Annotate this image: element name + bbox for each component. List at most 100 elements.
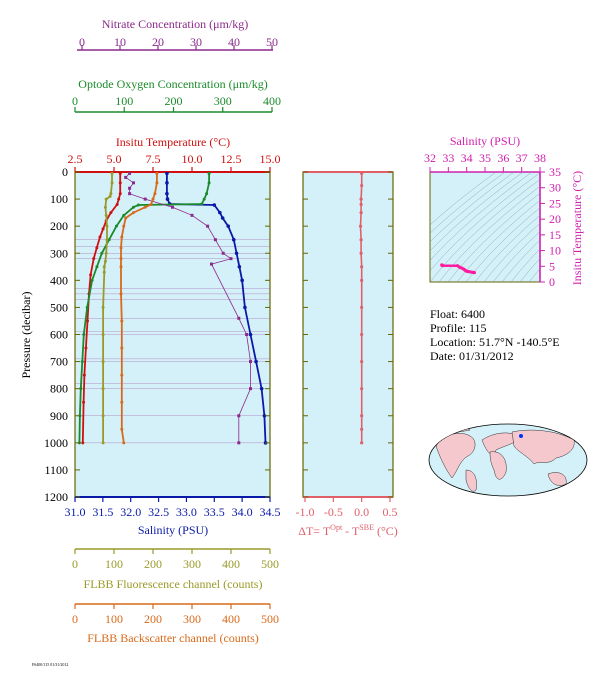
oxygen-series-point bbox=[207, 172, 211, 175]
backscatter-series-point bbox=[153, 192, 157, 196]
fluorescence-series-point bbox=[101, 387, 105, 391]
pressure-tick-label: 1200 bbox=[44, 490, 68, 504]
pressure-tick-label: 1000 bbox=[44, 436, 68, 450]
salinity-series-point bbox=[218, 210, 222, 215]
dt-point bbox=[359, 202, 363, 207]
fluorescence-tick-label: 200 bbox=[144, 557, 162, 571]
ts-sal-tick-label: 34 bbox=[461, 151, 473, 165]
nitrate-series-point bbox=[213, 238, 217, 242]
backscatter-tick-label: 0 bbox=[72, 612, 78, 626]
ts-temp-tick-label: 10 bbox=[549, 244, 561, 258]
oxygen-series-point bbox=[202, 197, 206, 201]
ts-temp-tick-label: 15 bbox=[549, 228, 561, 242]
nitrate-series-point bbox=[245, 333, 249, 336]
ts-temp-tick-label: 5 bbox=[549, 259, 555, 273]
nitrate-series-point bbox=[206, 224, 210, 228]
ts-diagram: Salinity (PSU) 32 33 34 35 36 37 38 0 510 15 20 25… bbox=[424, 134, 584, 289]
pressure-tick-label: 100 bbox=[50, 192, 68, 206]
oxygen-tick-label: 400 bbox=[263, 94, 281, 108]
ts-temp-tick-label: 35 bbox=[549, 165, 561, 179]
backscatter-series-point bbox=[149, 203, 153, 206]
nitrate-series-point bbox=[210, 262, 213, 266]
pressure-tick-label: 200 bbox=[50, 219, 68, 233]
temperature-series-point bbox=[98, 235, 102, 239]
fluorescence-tick-label: 0 bbox=[72, 557, 78, 571]
fluorescence-series-point bbox=[103, 205, 107, 209]
info-profile: Profile: 115 bbox=[430, 321, 487, 335]
oxygen-series-point bbox=[114, 224, 118, 228]
salinity-series-point bbox=[165, 191, 169, 196]
oxygen-series-point bbox=[205, 192, 209, 196]
temperature-series-point bbox=[89, 273, 93, 277]
pressure-tick-label: 900 bbox=[50, 409, 68, 423]
pressure-axis-label: Pressure (decibar) bbox=[19, 292, 33, 379]
ts-temp-tick-label: 20 bbox=[549, 212, 561, 226]
ts-salinity-label: Salinity (PSU) bbox=[450, 134, 520, 148]
temperature-series-point bbox=[95, 246, 99, 250]
oxygen-series-point bbox=[80, 360, 84, 364]
pressure-tick-label: 1100 bbox=[44, 463, 68, 477]
oxygen-tick-label: 0 bbox=[72, 94, 78, 108]
dt-point bbox=[360, 278, 364, 282]
oxygen-series-point bbox=[132, 205, 135, 209]
nitrate-series-point bbox=[143, 197, 147, 201]
backscatter-series-point bbox=[122, 224, 126, 228]
nitrate-series-point bbox=[249, 360, 252, 364]
salinity-tick-label: 31.0 bbox=[65, 505, 86, 519]
ts-sal-tick-label: 38 bbox=[534, 151, 546, 165]
nitrate-series-point bbox=[221, 251, 225, 255]
salinity-tick-label: 34.0 bbox=[232, 505, 253, 519]
info-date: Date: 01/31/2012 bbox=[430, 349, 514, 363]
ts-density-contour bbox=[483, 222, 540, 282]
salinity-tick-label: 34.5 bbox=[260, 505, 281, 519]
ts-point bbox=[472, 270, 476, 275]
ts-density-contour bbox=[430, 172, 524, 252]
dt-point bbox=[360, 441, 364, 445]
nitrate-tick-label: 10 bbox=[114, 35, 126, 49]
fluorescence-tick-label: 400 bbox=[222, 557, 240, 571]
fluorescence-axis: 0 100 200 300 400 500 FLBB Fluorescence chann… bbox=[72, 548, 279, 591]
backscatter-series-point bbox=[143, 205, 147, 209]
salinity-series-point bbox=[262, 413, 267, 418]
backscatter-series-point bbox=[124, 216, 128, 220]
salinity-series-point bbox=[212, 203, 217, 207]
dt-point bbox=[360, 387, 364, 391]
salinity-series-point bbox=[165, 172, 169, 176]
salinity-series-point bbox=[165, 181, 169, 185]
backscatter-series-point bbox=[120, 427, 124, 431]
oxygen-axis: Optode Oxygen Concentration (μm/kg) 0 100… bbox=[72, 77, 281, 113]
nitrate-series-point bbox=[237, 316, 241, 320]
backscatter-tick-label: 400 bbox=[222, 612, 240, 626]
nitrate-tick-label: 40 bbox=[228, 35, 240, 49]
backscatter-series-point bbox=[151, 197, 155, 201]
ts-density-contour bbox=[465, 207, 540, 282]
dt-point bbox=[360, 265, 364, 269]
temperature-tick-label: 2.5 bbox=[68, 152, 83, 166]
salinity-series-point bbox=[240, 278, 244, 283]
fluorescence-tick-label: 500 bbox=[261, 557, 279, 571]
backscatter-tick-label: 300 bbox=[183, 612, 201, 626]
fluorescence-series-point bbox=[104, 251, 108, 255]
fluorescence-series-point bbox=[105, 238, 109, 242]
ts-temp-tick-label: 0 bbox=[549, 275, 555, 289]
dt-point bbox=[360, 359, 364, 364]
ts-sal-tick-label: 35 bbox=[479, 151, 491, 165]
dt-point bbox=[359, 211, 363, 215]
salinity-tick-label: 32.5 bbox=[148, 505, 169, 519]
backscatter-series-point bbox=[119, 292, 123, 296]
fluorescence-series-point bbox=[101, 360, 105, 364]
oxygen-series-point bbox=[200, 202, 204, 206]
oxygen-axis-label: Optode Oxygen Concentration (μm/kg) bbox=[78, 77, 267, 91]
ts-temperature-label: Insitu Temperature (°C) bbox=[570, 171, 584, 285]
float-info: Float: 6400 Profile: 115 Location: 51.7°… bbox=[430, 307, 560, 363]
nitrate-series-point bbox=[128, 172, 132, 175]
fluorescence-series-point bbox=[101, 305, 105, 309]
backscatter-series-point bbox=[155, 181, 159, 185]
fluorescence-tick-label: 300 bbox=[183, 557, 201, 571]
nitrate-axis-label: Nitrate Concentration (μm/kg) bbox=[102, 17, 248, 31]
oxygen-series-point bbox=[136, 203, 140, 207]
temperature-tick-label: 7.5 bbox=[146, 152, 161, 166]
fluorescence-series-point bbox=[101, 441, 105, 445]
backscatter-series-point bbox=[119, 265, 123, 269]
backscatter-series-point bbox=[120, 319, 124, 323]
